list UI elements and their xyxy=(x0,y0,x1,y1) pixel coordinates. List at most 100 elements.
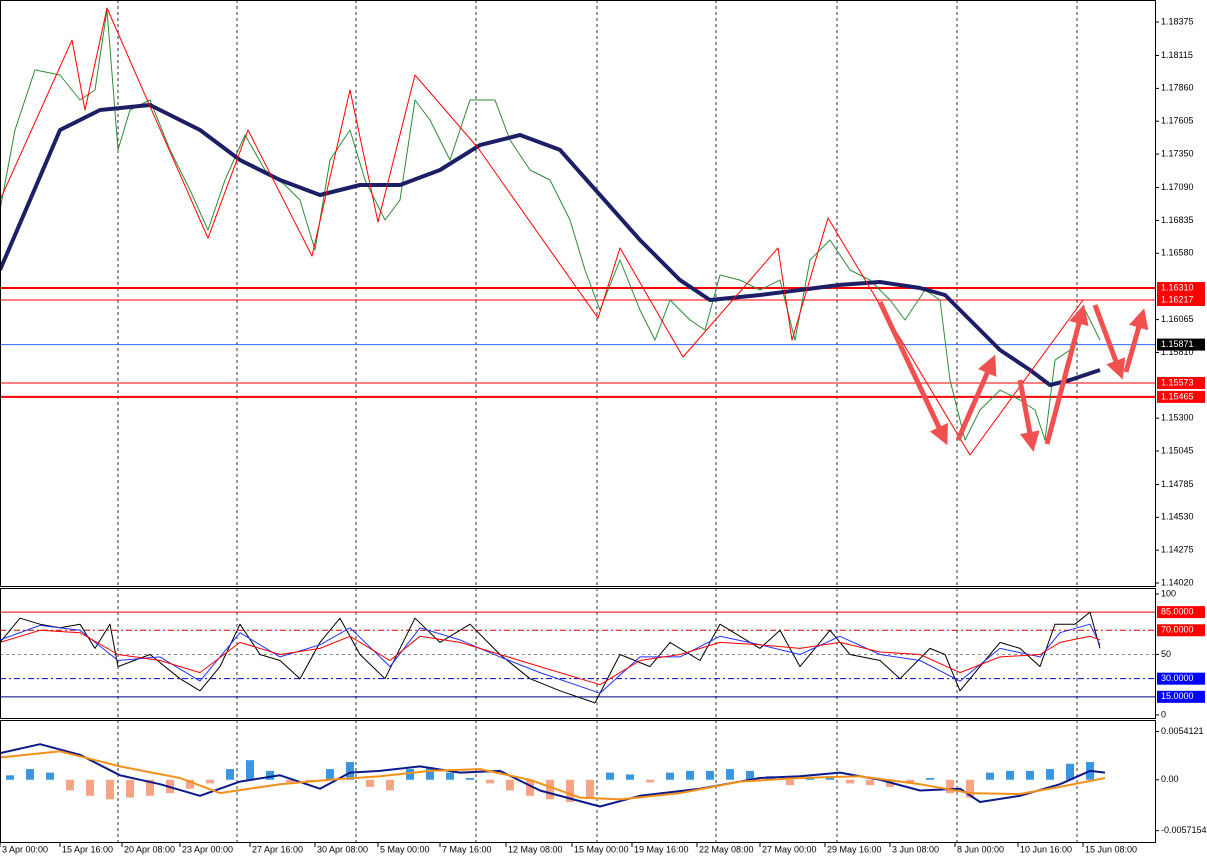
frame xyxy=(0,720,1156,843)
histogram-bar xyxy=(666,772,674,780)
y-tick-label: 0.0054121 xyxy=(1161,726,1204,736)
x-tick-label: 27 Apr 16:00 xyxy=(252,844,303,854)
y-tick-label: 1.18375 xyxy=(1161,16,1194,26)
histogram-bar xyxy=(466,777,474,780)
x-tick-label: 7 May 16:00 xyxy=(442,844,492,854)
y-tick-label: 1.14275 xyxy=(1161,545,1194,555)
series-line xyxy=(0,750,1106,801)
histogram-bar xyxy=(586,779,594,798)
x-tick-label: 8 Jun 00:00 xyxy=(957,844,1004,854)
x-tick-label: 23 Apr 00:00 xyxy=(182,844,233,854)
arrow xyxy=(1044,304,1089,445)
level-label-box xyxy=(1157,338,1205,351)
x-tick-label: 30 Apr 08:00 xyxy=(317,844,368,854)
series-line xyxy=(0,623,1101,694)
histogram-bar xyxy=(966,779,974,798)
histogram-bar xyxy=(226,769,234,780)
level-label-box xyxy=(1157,294,1205,307)
histogram-bar xyxy=(86,779,94,796)
level-label: 1.15573 xyxy=(1161,377,1194,387)
histogram-bar xyxy=(846,779,854,784)
level-label-box xyxy=(1157,690,1205,703)
histogram-bar xyxy=(726,769,734,780)
histogram-bar xyxy=(66,779,74,791)
histogram-bar xyxy=(1046,769,1054,780)
histogram-bar xyxy=(926,777,934,780)
histogram-bar xyxy=(646,779,654,783)
histogram-bar xyxy=(566,779,574,803)
histogram-bar xyxy=(906,779,914,784)
series-line xyxy=(0,629,1101,686)
y-tick-label: 1.17350 xyxy=(1161,148,1194,158)
y-tick-label: 1.16580 xyxy=(1161,248,1194,258)
histogram-bar xyxy=(986,772,994,780)
y-tick-label: 1.17605 xyxy=(1161,116,1194,126)
level-label-box xyxy=(1157,282,1205,295)
histogram-bar xyxy=(186,779,194,789)
histogram-bar xyxy=(486,779,494,784)
y-tick-label: 1.16835 xyxy=(1161,215,1194,225)
arrow xyxy=(877,300,948,446)
series-line xyxy=(0,103,1101,387)
x-tick-label: 3 Jun 08:00 xyxy=(892,844,939,854)
histogram-bar xyxy=(106,779,114,800)
histogram-bar xyxy=(1006,770,1014,780)
level-label: 15.0000 xyxy=(1161,691,1194,701)
arrow xyxy=(1017,379,1040,452)
histogram-bar xyxy=(526,779,534,796)
y-tick-label: 50 xyxy=(1161,649,1171,659)
histogram-bar xyxy=(246,760,254,780)
level-label-box xyxy=(1157,606,1205,619)
y-tick-label: -0.0057154 xyxy=(1161,825,1207,835)
x-tick-label: 27 May 00:00 xyxy=(762,844,817,854)
histogram-bar xyxy=(46,772,54,780)
histogram-bar xyxy=(446,772,454,780)
histogram-bar xyxy=(266,770,274,780)
histogram-bar xyxy=(6,775,14,780)
histogram-bar xyxy=(386,779,394,791)
histogram-bar xyxy=(146,779,154,796)
arrow xyxy=(1123,308,1149,373)
panel-frames xyxy=(0,0,1156,843)
histogram-bar xyxy=(366,779,374,787)
histogram-bar xyxy=(746,770,754,780)
x-tick-label: 10 Jun 16:00 xyxy=(1020,844,1072,854)
histogram-bar xyxy=(866,779,874,786)
level-label: 1.15871 xyxy=(1161,339,1194,349)
arrow xyxy=(1092,304,1126,380)
level-label: 1.16217 xyxy=(1161,294,1194,304)
histogram-bar xyxy=(1066,763,1074,780)
y-tick-label: 0 xyxy=(1161,709,1166,719)
arrow xyxy=(955,354,997,441)
level-label-box xyxy=(1157,624,1205,637)
level-label-box xyxy=(1157,376,1205,389)
level-label: 1.15465 xyxy=(1161,391,1194,401)
x-tick-label: 19 May 16:00 xyxy=(634,844,689,854)
x-tick-label: 15 May 00:00 xyxy=(574,844,629,854)
histogram-bar xyxy=(706,770,714,780)
y-tick-label: 1.16065 xyxy=(1161,314,1194,324)
frame xyxy=(0,0,1156,587)
histogram-bar xyxy=(806,777,814,780)
x-tick-label: 15 Jun 08:00 xyxy=(1085,844,1137,854)
level-label-box xyxy=(1157,390,1205,403)
x-tick-label: 20 Apr 08:00 xyxy=(124,844,175,854)
histogram-bar xyxy=(346,761,354,780)
y-tick-label: 1.15300 xyxy=(1161,413,1194,423)
y-tick-label: 100 xyxy=(1161,588,1176,598)
y-tick-label: 0.00 xyxy=(1161,774,1179,784)
x-tick-label: 3 Apr 00:00 xyxy=(2,844,48,854)
series-line xyxy=(0,611,1101,704)
x-tick-label: 5 May 00:00 xyxy=(380,844,430,854)
histogram-bar xyxy=(506,779,514,791)
y-tick-label: 1.17090 xyxy=(1161,182,1194,192)
y-tick-label: 1.17860 xyxy=(1161,83,1194,93)
level-label-box xyxy=(1157,672,1205,685)
y-tick-label: 1.15045 xyxy=(1161,445,1194,455)
level-label: 30.0000 xyxy=(1161,673,1194,683)
histogram-bar xyxy=(606,772,614,780)
